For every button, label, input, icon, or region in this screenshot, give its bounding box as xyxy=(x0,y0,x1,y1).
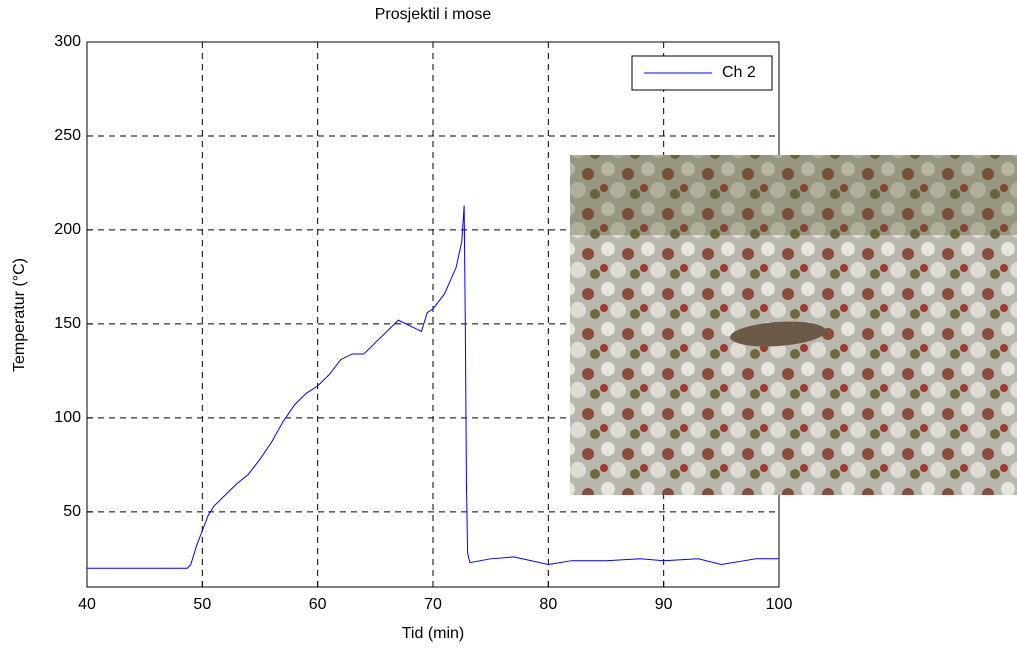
projectile xyxy=(730,321,826,347)
y-tick-label: 100 xyxy=(54,409,81,426)
legend-label: Ch 2 xyxy=(722,64,756,81)
x-tick-label: 50 xyxy=(193,596,211,613)
x-tick-label: 70 xyxy=(424,596,442,613)
photo-shade xyxy=(570,155,1017,235)
photo xyxy=(570,155,1017,495)
y-axis-label: Temperatur (°C) xyxy=(11,258,28,372)
x-tick-label: 100 xyxy=(766,596,793,613)
y-tick-label: 150 xyxy=(54,315,81,332)
x-tick-label: 90 xyxy=(655,596,673,613)
y-tick-label: 300 xyxy=(54,33,81,50)
x-tick-label: 60 xyxy=(309,596,327,613)
data-line xyxy=(87,205,779,569)
x-tick-label: 80 xyxy=(539,596,557,613)
y-tick-label: 200 xyxy=(54,221,81,238)
x-tick-label: 40 xyxy=(78,596,96,613)
chart-title: Prosjektil i mose xyxy=(375,6,492,23)
x-axis-label: Tid (min) xyxy=(402,625,465,642)
y-tick-label: 50 xyxy=(63,503,81,520)
y-tick-label: 250 xyxy=(54,127,81,144)
